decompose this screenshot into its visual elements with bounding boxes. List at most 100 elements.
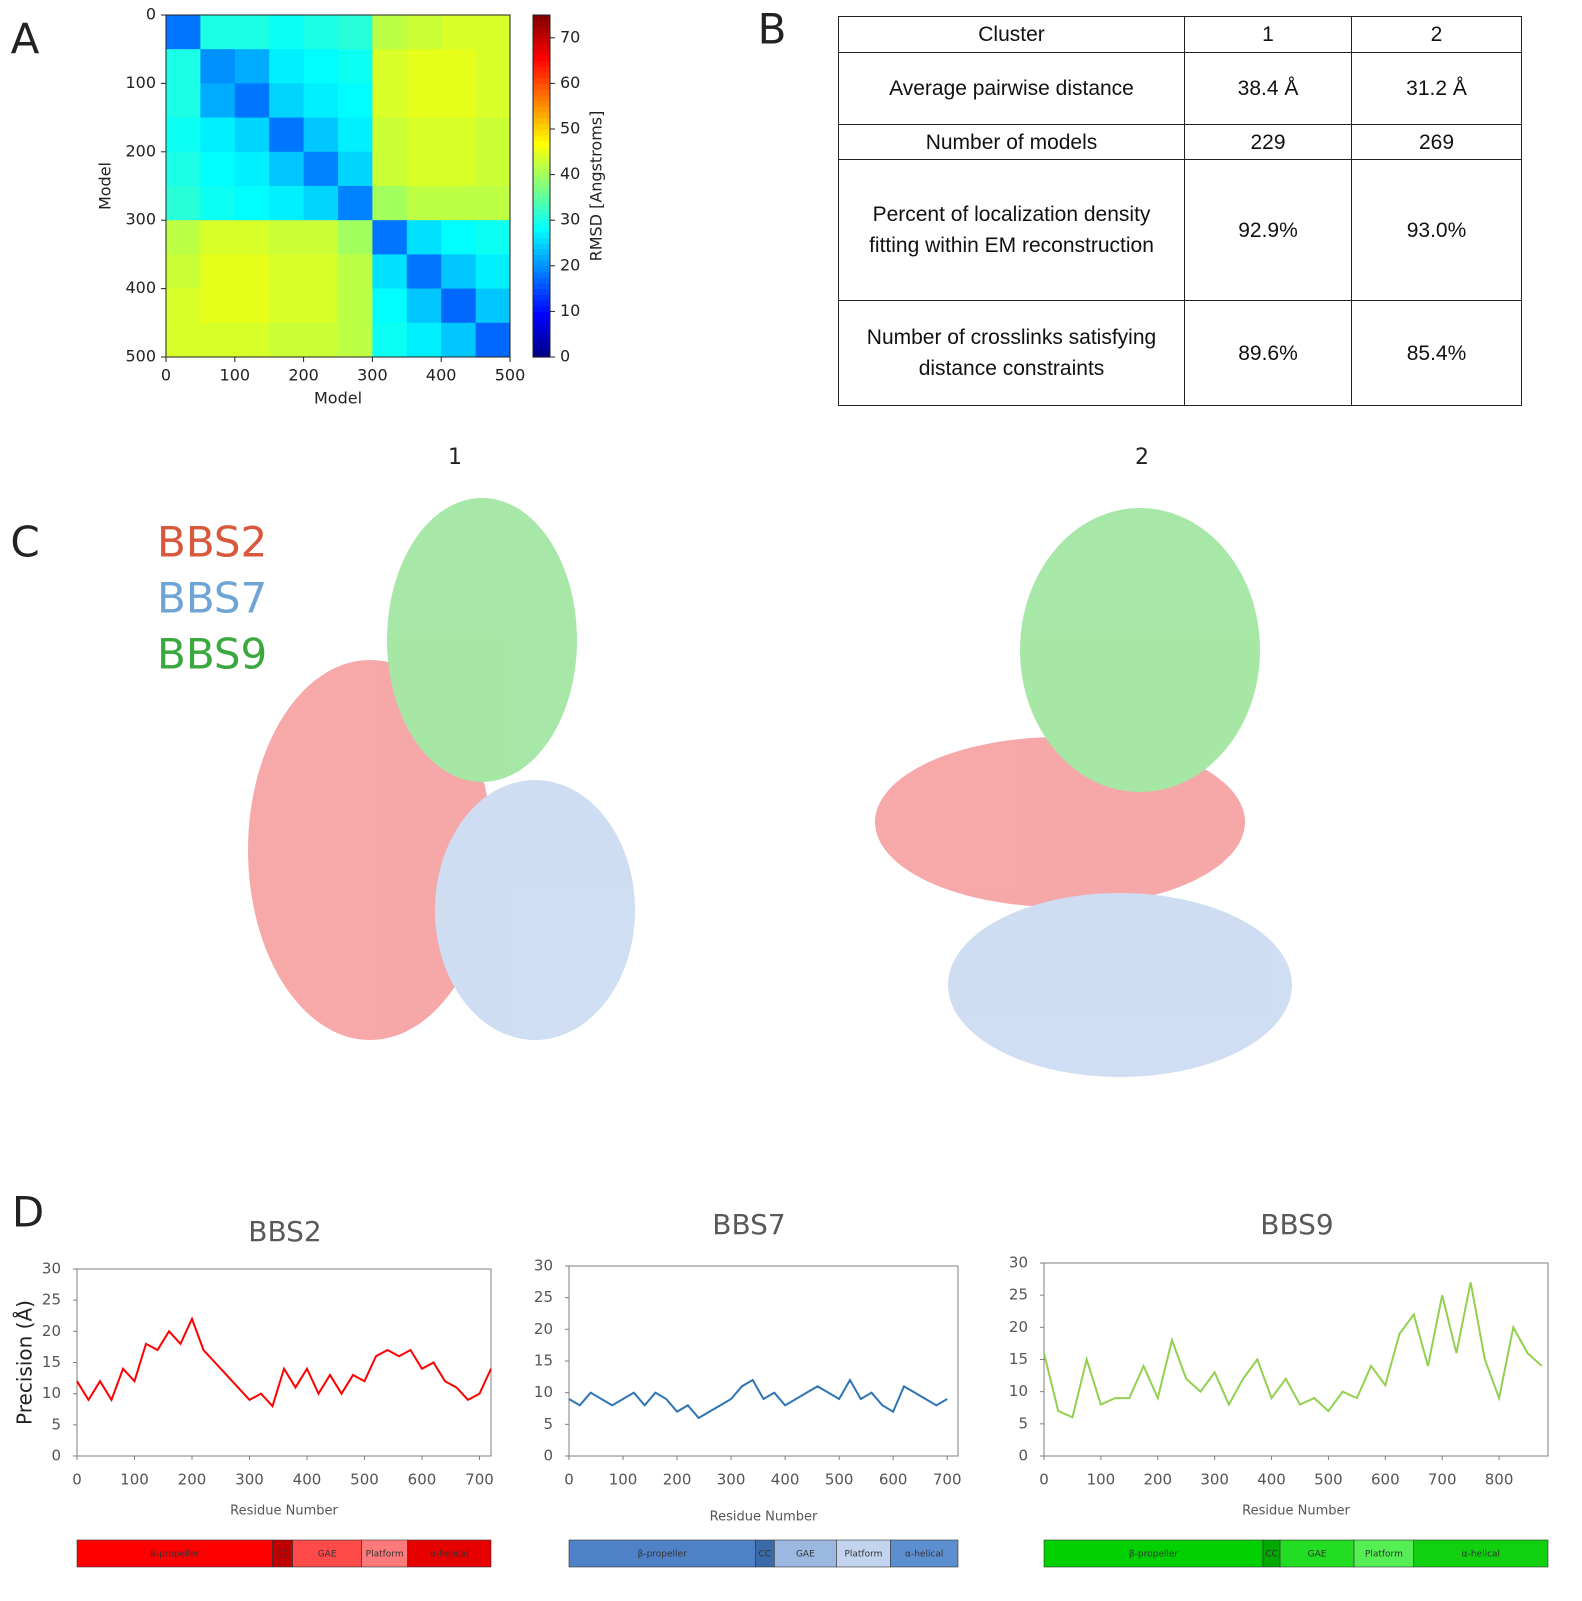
heatmap-cell (200, 15, 236, 50)
heatmap-cell (441, 15, 477, 50)
bbs9-density (1020, 508, 1260, 792)
colorbar-segment (533, 294, 550, 301)
heatmap-cell (166, 49, 201, 84)
colorbar-segment (533, 72, 550, 79)
x-tick-label: 600 (1371, 1471, 1400, 1489)
heatmap-cell (475, 254, 511, 290)
heatmap-cell (475, 288, 511, 324)
x-tick-label: 600 (879, 1471, 908, 1489)
colorbar-segment (533, 146, 550, 153)
colorbar-segment (533, 83, 550, 90)
colorbar-segment (533, 186, 550, 193)
x-tick-label: 300 (717, 1471, 746, 1489)
domain-segment (407, 1539, 492, 1568)
heatmap-cell (303, 15, 339, 50)
colorbar-segment (533, 339, 550, 347)
y-tick-label: 5 (1018, 1414, 1028, 1432)
heatmap-cell (338, 15, 373, 50)
heatmap-cell (475, 49, 511, 84)
heatmap-cell (234, 49, 270, 84)
heatmap-cell (200, 49, 236, 84)
colorbar-segment (533, 214, 550, 221)
y-tick-label: 500 (125, 347, 156, 366)
x-tick-label: 100 (609, 1471, 638, 1489)
domain-label: β-propeller (638, 1550, 688, 1560)
heatmap-cell (406, 49, 442, 84)
heatmap-cell (166, 117, 201, 153)
heatmap-cell (269, 186, 305, 221)
heatmap-cell (475, 220, 511, 255)
heatmap-cell (234, 254, 270, 290)
heatmap-cell (475, 83, 511, 119)
table-cell: Average pairwise distance (838, 52, 1185, 125)
colorbar-segment (533, 300, 550, 307)
colorbar-segment (533, 305, 550, 312)
y-tick-label: 10 (534, 1383, 553, 1401)
heatmap-cell (166, 254, 201, 290)
heatmap-cell (269, 220, 305, 255)
heatmap-cell (406, 186, 442, 221)
heatmap-cell (338, 322, 373, 358)
heatmap-cell (338, 83, 373, 119)
colorbar-segment (533, 49, 550, 56)
x-tick-label: 200 (288, 366, 319, 385)
structure-title: 1 (448, 445, 462, 470)
heatmap-cell (269, 49, 305, 84)
legend-entry: BBS7 (157, 574, 267, 623)
y-tick-label: 200 (125, 141, 156, 160)
colorbar-segment (533, 100, 550, 107)
precision-line (1043, 1282, 1543, 1419)
x-tick-label: 500 (825, 1471, 854, 1489)
structure-title: 2 (1135, 445, 1149, 470)
heatmap-cell (303, 288, 339, 324)
heatmap-cell (269, 83, 305, 119)
y-tick-label: 15 (1009, 1350, 1028, 1368)
colorbar-segment (533, 66, 550, 73)
y-tick-label: 20 (534, 1320, 553, 1338)
x-tick-label: 100 (120, 1471, 149, 1489)
y-tick-label: 25 (42, 1291, 61, 1309)
x-tick-label: 700 (465, 1471, 494, 1489)
colorbar-segment (533, 288, 550, 295)
heatmap-cell (338, 186, 373, 221)
chart-title: BBS7 (712, 1208, 786, 1241)
x-tick-label: 500 (1314, 1471, 1343, 1489)
heatmap-cell (406, 220, 442, 255)
table-cell: 269 (1351, 124, 1522, 160)
legend-entry: BBS9 (157, 630, 267, 679)
bbs7-density (435, 780, 635, 1040)
chart-title: BBS2 (248, 1215, 322, 1248)
cluster-table: Cluster 1 2 Average pairwise distance 38.4 Å… (838, 16, 1522, 406)
colorbar-tick-label: 30 (560, 210, 580, 229)
y-tick-label: 20 (1009, 1318, 1028, 1336)
panel-label: A (11, 15, 40, 64)
table-cell: 92.9% (1184, 159, 1352, 301)
heatmap-cell (269, 117, 305, 153)
heatmap-cell (338, 151, 373, 187)
y-tick-label: 25 (534, 1288, 553, 1306)
x-tick-label: 100 (1087, 1471, 1116, 1489)
x-tick-label: 400 (1257, 1471, 1286, 1489)
heatmap-cell (234, 288, 270, 324)
heatmap-cell (338, 220, 373, 255)
heatmap-cell (475, 322, 511, 358)
heatmap-cell (200, 220, 236, 255)
heatmap-cell (234, 83, 270, 119)
y-tick-label: 25 (1009, 1286, 1028, 1304)
x-tick-label: 100 (220, 366, 251, 385)
y-tick-label: 30 (534, 1257, 553, 1275)
heatmap-cell (200, 322, 236, 358)
plot-frame (76, 1268, 492, 1457)
heatmap-cell (166, 186, 201, 221)
heatmap-cell (475, 15, 511, 50)
domain-label: α-helical (905, 1550, 943, 1560)
heatmap-cell (406, 151, 442, 187)
y-tick-label: 100 (125, 73, 156, 92)
y-tick-label: 0 (146, 5, 156, 24)
table-cell: 229 (1184, 124, 1352, 160)
heatmap-cell (200, 186, 236, 221)
heatmap-cell (441, 49, 477, 84)
heatmap-cell (475, 151, 511, 187)
precision-line (76, 1316, 492, 1409)
